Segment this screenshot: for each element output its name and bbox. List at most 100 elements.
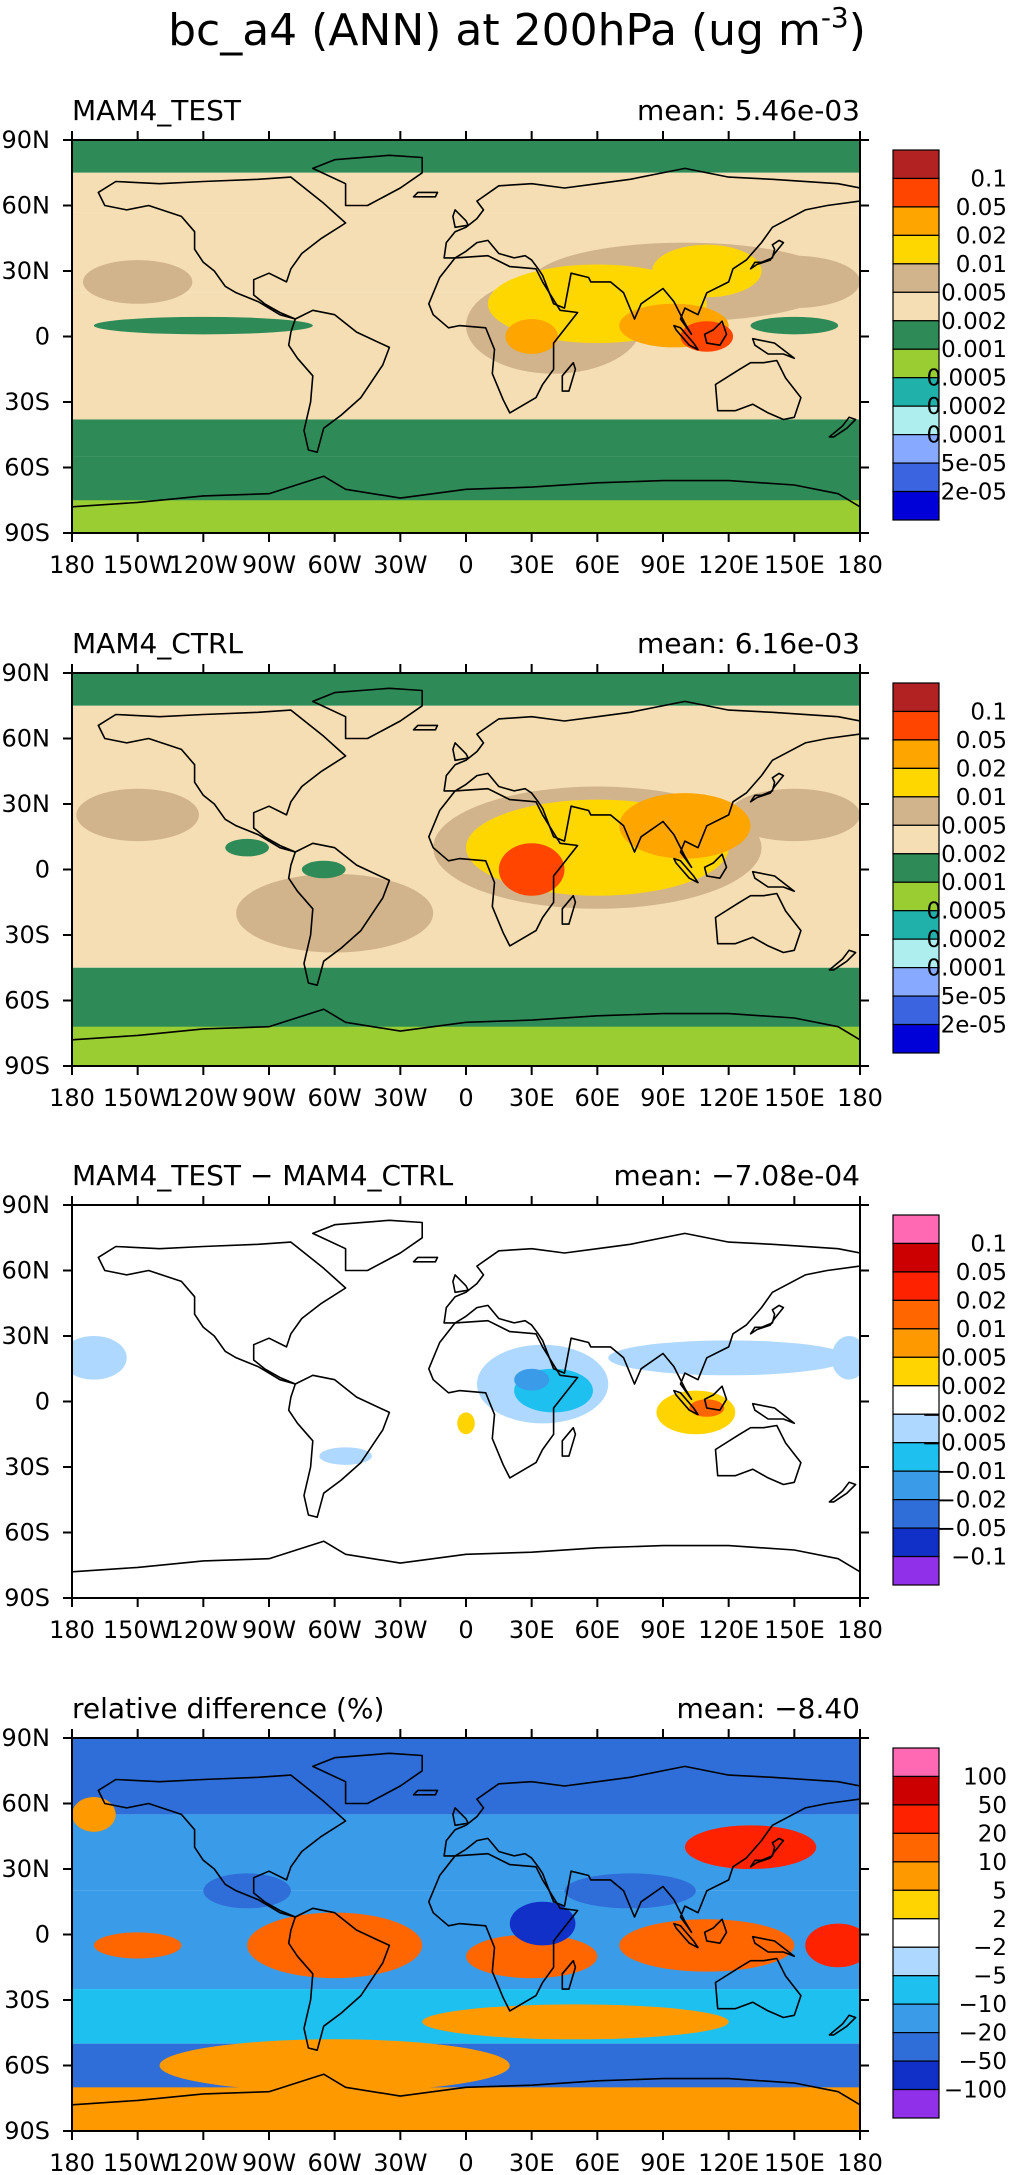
panel-title: relative difference (%) xyxy=(72,1692,384,1725)
colorbar-label: −0.02 xyxy=(937,1488,1007,1514)
coastline-north-america xyxy=(97,1241,347,1385)
coastline-britain xyxy=(452,1274,470,1294)
coastline-sumatra xyxy=(673,324,699,351)
y-tick-label: 0 xyxy=(35,323,50,351)
colorbar-swatch xyxy=(892,1470,940,1501)
colorbar-label: 2 xyxy=(992,1907,1007,1933)
x-tick-label: 120W xyxy=(169,551,239,579)
colorbar-swatch xyxy=(892,1328,940,1358)
contour-band xyxy=(72,1738,860,1815)
colorbar-swatch xyxy=(892,1832,940,1863)
colorbar-label: 0.002 xyxy=(941,1374,1007,1400)
contour-field xyxy=(72,140,860,533)
coastline-greenland xyxy=(311,1219,424,1272)
colorbar-label: 0.0001 xyxy=(927,956,1007,982)
contour-patch xyxy=(93,316,313,335)
coastlines xyxy=(72,1219,860,1573)
colorbar-swatch xyxy=(892,1889,940,1920)
colorbar-swatch xyxy=(892,967,940,997)
coastline-borneo xyxy=(703,853,728,880)
coastlines xyxy=(72,154,860,508)
contour-patch xyxy=(684,1825,817,1869)
x-tick-label: 30W xyxy=(373,551,427,579)
colorbar-label: 2e-05 xyxy=(941,1013,1007,1039)
colorbar-label: 0.05 xyxy=(956,195,1007,221)
panel-title: MAM4_TEST xyxy=(72,94,242,127)
panel-mean: mean: 5.46e-03 xyxy=(637,94,860,127)
colorbar-swatch xyxy=(892,682,940,713)
y-tick-label: 30S xyxy=(4,388,50,416)
colorbar-label: 0.001 xyxy=(941,337,1007,363)
coastline-sumatra xyxy=(673,857,699,884)
coastline-south-america xyxy=(287,309,391,454)
x-tick-label: 30W xyxy=(373,1616,427,1644)
contour-patch xyxy=(805,1923,860,1968)
contour-band xyxy=(72,1026,860,1066)
y-tick-label: 90S xyxy=(4,1052,50,1080)
y-tick-label: 90N xyxy=(2,659,51,687)
x-tick-label: 120E xyxy=(698,551,759,579)
x-tick-label: 60W xyxy=(308,1084,362,1112)
x-tick-label: 60E xyxy=(574,551,620,579)
contour-patch xyxy=(831,1336,860,1380)
x-tick-label: 60W xyxy=(308,551,362,579)
contour-patch xyxy=(619,1919,795,1972)
colorbar-swatch xyxy=(892,1385,940,1415)
colorbar-swatch xyxy=(892,377,940,407)
colorbar-label: 0.01 xyxy=(956,785,1007,811)
x-tick-label: 180 xyxy=(49,551,95,579)
x-tick-label: 30E xyxy=(509,1616,555,1644)
coastline-japan xyxy=(749,772,785,803)
coastline-britain xyxy=(452,1807,470,1827)
contour-band xyxy=(72,2087,860,2131)
coastline-greenland xyxy=(311,1752,424,1805)
y-tick-label: 30S xyxy=(4,1453,50,1481)
panel-title: MAM4_CTRL xyxy=(72,627,243,660)
colorbar-swatch xyxy=(892,490,940,521)
contour-field xyxy=(72,1205,860,1598)
x-tick-label: 90E xyxy=(640,551,686,579)
coastline-eurasia xyxy=(443,1765,860,1934)
colorbar-swatch xyxy=(892,824,940,855)
coastline-japan xyxy=(749,1304,785,1335)
colorbar-label: 100 xyxy=(963,1764,1007,1790)
x-tick-label: 90E xyxy=(640,2149,686,2175)
x-tick-label: 120E xyxy=(698,1616,759,1644)
colorbar-swatch xyxy=(892,1747,940,1778)
coastline-iceland xyxy=(412,1256,439,1263)
contour-band xyxy=(72,1205,860,1598)
coastline-new-guinea xyxy=(751,337,796,360)
y-tick-label: 90S xyxy=(4,519,50,547)
coastline-new-guinea xyxy=(751,1935,796,1958)
coastline-britain xyxy=(452,742,470,762)
title-superscript: -3 xyxy=(821,1,849,34)
colorbar-label: 5e-05 xyxy=(941,451,1007,477)
coastline-new-guinea xyxy=(751,870,796,893)
contour-patch xyxy=(93,1932,182,1959)
contour-field xyxy=(72,673,860,1066)
coastline-south-america xyxy=(287,1374,391,1518)
colorbar-swatch xyxy=(892,1442,940,1472)
coastline-antarctica xyxy=(72,475,860,508)
y-tick-label: 90N xyxy=(2,1724,51,1752)
y-tick-label: 30N xyxy=(2,1855,51,1883)
contour-patch xyxy=(514,1368,550,1391)
colorbar-label: 5e-05 xyxy=(941,984,1007,1010)
colorbar-label: −20 xyxy=(958,2021,1007,2047)
coastline-antarctica xyxy=(72,1540,860,1573)
coastline-new-zealand xyxy=(828,2014,857,2036)
x-tick-label: 90W xyxy=(242,2149,296,2175)
x-tick-label: 60E xyxy=(574,2149,620,2175)
coastline-south-america xyxy=(287,842,391,987)
coastline-sumatra xyxy=(673,1922,699,1949)
coastline-australia xyxy=(714,359,802,421)
y-tick-label: 30S xyxy=(4,921,50,949)
coastline-britain xyxy=(452,209,470,229)
contour-patch xyxy=(619,793,751,859)
coastline-madagascar xyxy=(561,1426,577,1457)
x-tick-label: 180 xyxy=(837,551,883,579)
colorbar-label: 0.02 xyxy=(956,223,1007,249)
coastline-eurasia xyxy=(443,1232,860,1401)
x-tick-label: 150W xyxy=(103,1084,173,1112)
